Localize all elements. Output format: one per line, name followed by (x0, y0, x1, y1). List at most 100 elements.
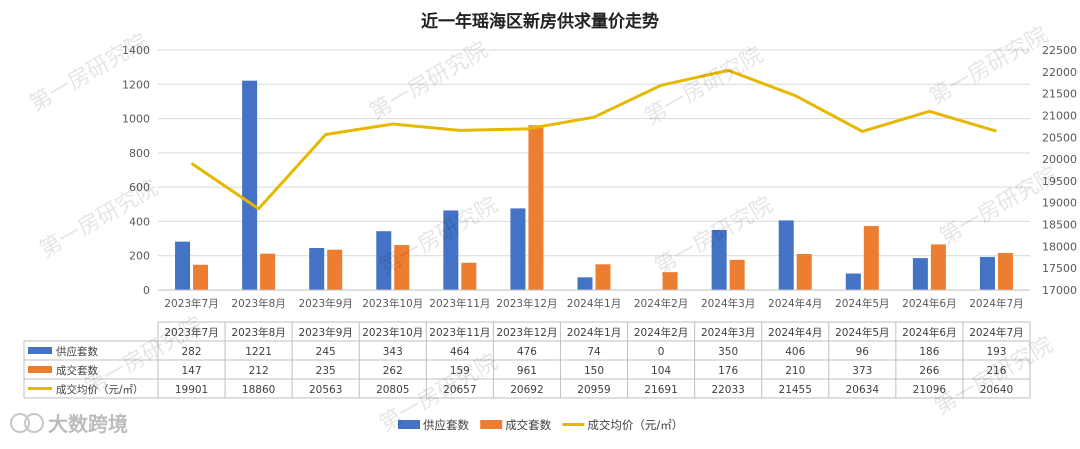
table-header-cell: 2024年1月 (567, 326, 621, 339)
table-cell: 464 (450, 346, 470, 358)
y-right-tick-label: 22500 (1042, 44, 1077, 57)
supply-bar (309, 248, 325, 290)
table-row-label: 供应套数 (56, 345, 98, 358)
y-left-tick-label: 1400 (122, 44, 150, 57)
table-cell: 235 (316, 365, 336, 377)
supply-bar (845, 273, 861, 290)
x-tick-label: 2024年1月 (567, 297, 621, 310)
y-axis-left: 0 200 400 600 800 1000 1200 1400 (122, 44, 150, 297)
table-cell: 104 (651, 365, 671, 377)
y-right-tick-label: 18000 (1042, 240, 1077, 253)
x-tick-label: 2023年7月 (164, 297, 218, 310)
y-left-tick-label: 1000 (122, 113, 150, 126)
table-cell: 21455 (779, 384, 812, 396)
y-right-tick-label: 21000 (1042, 109, 1077, 122)
transaction-bar (193, 264, 209, 290)
transaction-bar (260, 253, 276, 290)
x-tick-label: 2024年5月 (835, 297, 889, 310)
table-legend-key (28, 347, 52, 354)
watermark-text: 第一房研究院 (376, 193, 503, 281)
y-right-tick-label: 22000 (1042, 66, 1077, 79)
table-cell: 193 (986, 346, 1006, 358)
table-cell: 476 (517, 346, 537, 358)
transaction-bar (595, 264, 611, 290)
table-header-cell: 2024年2月 (634, 326, 688, 339)
table-header-cell: 2023年7月 (164, 326, 218, 339)
y-right-tick-label: 19000 (1042, 197, 1077, 210)
table-cell: 20634 (846, 384, 880, 396)
table-header-cell: 2024年6月 (902, 326, 956, 339)
price-line (190, 68, 997, 211)
table-header-cell: 2023年12月 (496, 326, 557, 339)
table-cell: 0 (658, 346, 665, 358)
transaction-bar (327, 249, 343, 290)
table-header-cell: 2023年10月 (362, 326, 423, 339)
table-cell: 22033 (711, 384, 744, 396)
x-tick-label: 2024年2月 (634, 297, 688, 310)
supply-bar (242, 80, 258, 290)
table-header-cell: 2024年5月 (835, 326, 889, 339)
x-tick-label: 2023年9月 (298, 297, 352, 310)
y-right-tick-label: 17000 (1042, 284, 1077, 297)
table-cell: 961 (517, 365, 537, 377)
y-left-tick-label: 800 (129, 147, 150, 160)
table-header-cell: 2023年11月 (429, 326, 490, 339)
table-cell: 176 (718, 365, 738, 377)
transaction-bar (528, 125, 544, 290)
x-tick-label: 2024年3月 (701, 297, 755, 310)
table-cell: 159 (450, 365, 470, 377)
legend: 供应套数 成交套数 成交均价（元/㎡） (398, 418, 683, 432)
table-cell: 20657 (443, 384, 476, 396)
table-row-label: 成交均价（元/㎡） (56, 383, 144, 396)
transaction-bar (930, 244, 946, 290)
table-header-cell: 2024年3月 (701, 326, 755, 339)
y-right-tick-label: 19500 (1042, 175, 1077, 188)
y-axis-right: 17000 17500 18000 18500 19000 19500 20000 20500… (1042, 44, 1077, 297)
y-right-tick-label: 20000 (1042, 153, 1077, 166)
x-tick-label: 2024年6月 (902, 297, 956, 310)
table-header-cell: 2023年8月 (231, 326, 285, 339)
legend-key (480, 420, 503, 429)
x-tick-label: 2023年11月 (429, 297, 490, 310)
watermark-text: 第一房研究院 (926, 23, 1053, 111)
y-right-tick-label: 21500 (1042, 88, 1077, 101)
transaction-bar (863, 226, 879, 290)
transaction-bar (461, 262, 477, 290)
y-right-tick-label: 18500 (1042, 219, 1077, 232)
table-cell: 20805 (376, 384, 409, 396)
table-cell: 245 (316, 346, 336, 358)
table-cell: 20563 (309, 384, 342, 396)
table-cell: 373 (852, 365, 872, 377)
supply-bar (510, 208, 526, 290)
supply-bar (711, 230, 727, 290)
y-left-tick-label: 400 (129, 215, 150, 228)
y-right-tick-label: 17500 (1042, 262, 1077, 275)
brand-logo-text: 大数跨境 (48, 412, 128, 436)
table-cell: 20959 (577, 384, 610, 396)
transaction-bar (394, 245, 410, 290)
gridlines (158, 49, 1030, 291)
table-cell: 20640 (980, 384, 1013, 396)
supply-bar (175, 241, 191, 290)
table-cell: 21691 (644, 384, 677, 396)
table-cell: 186 (919, 346, 939, 358)
chart-title: 近一年瑶海区新房供求量价走势 (421, 11, 659, 32)
table-cell: 96 (856, 346, 870, 358)
table-cell: 1221 (245, 346, 272, 358)
table-cell: 212 (249, 365, 269, 377)
table-cell: 20692 (510, 384, 543, 396)
table-cell: 343 (383, 346, 403, 358)
table-cell: 21096 (913, 384, 947, 396)
x-tick-label: 2024年7月 (969, 297, 1023, 310)
table-row-label: 成交套数 (56, 364, 98, 377)
y-left-tick-label: 600 (129, 181, 150, 194)
x-tick-label: 2023年8月 (231, 297, 285, 310)
supply-bar (912, 258, 928, 290)
watermark-text: 第一房研究院 (26, 30, 153, 118)
data-table: 2023年7月 2023年8月 2023年9月 2023年10月 2023年11月 202… (23, 321, 1031, 399)
table-header-cell: 2024年7月 (969, 326, 1023, 339)
legend-label: 成交均价（元/㎡） (587, 418, 683, 432)
table-cell: 74 (587, 346, 601, 358)
supply-bar (778, 220, 794, 290)
